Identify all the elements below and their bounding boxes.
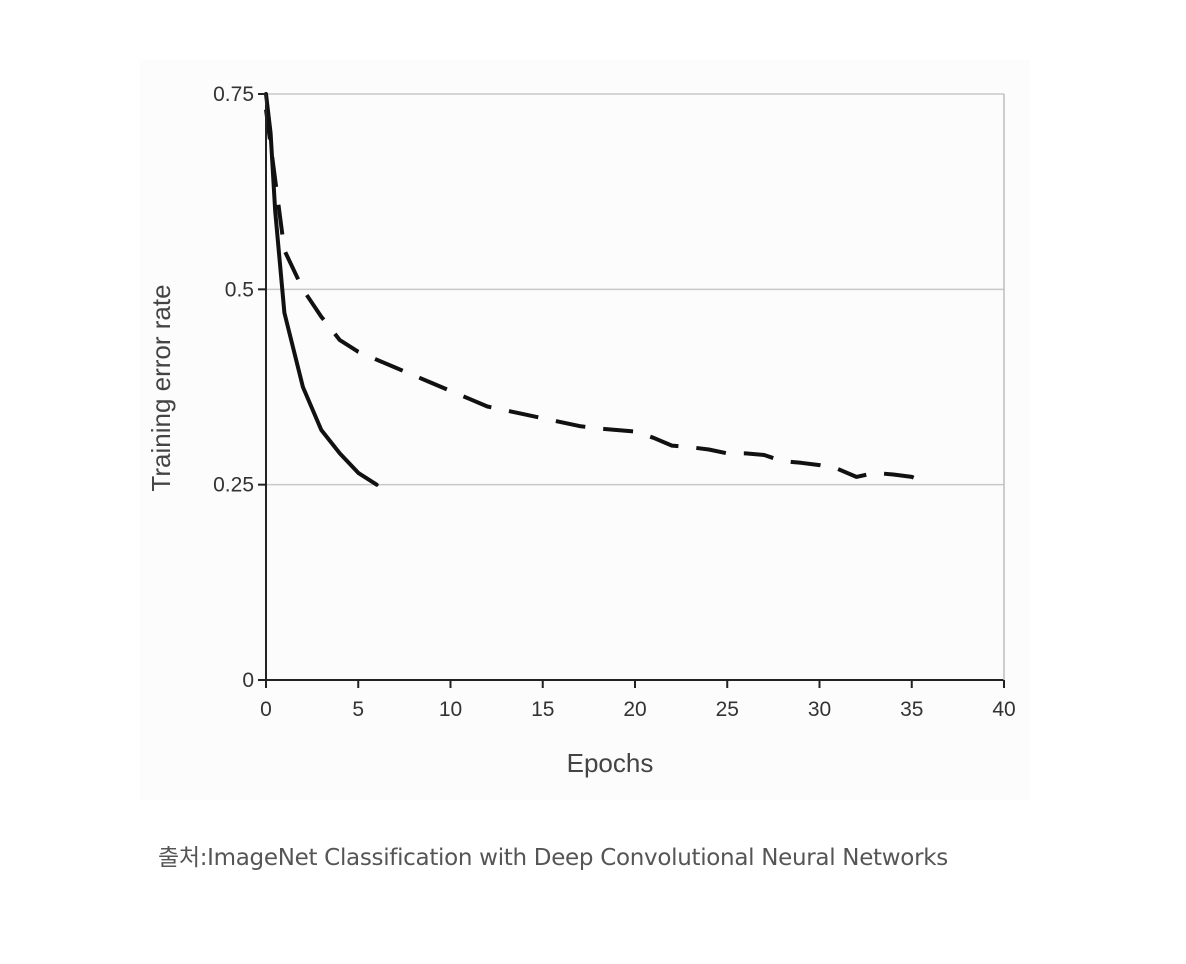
x-tick-label: 35 bbox=[900, 698, 923, 721]
x-tick-label: 15 bbox=[531, 698, 554, 721]
source-caption: 출처:ImageNet Classification with Deep Con… bbox=[158, 845, 948, 871]
y-axis-title: Training error rate bbox=[146, 284, 176, 491]
x-tick-label: 20 bbox=[623, 698, 646, 721]
x-tick-label: 40 bbox=[992, 698, 1015, 721]
dashed-series-line bbox=[264, 109, 931, 487]
tick-labels: 0 0.25 0.5 0.75 0 5 10 15 20 25 30 35 40 bbox=[213, 83, 1016, 721]
axes bbox=[258, 93, 1005, 688]
chart-panel: 0 0.25 0.5 0.75 0 5 10 15 20 25 30 35 40 Epochs Trai… bbox=[140, 60, 1030, 800]
x-tick-label: 0 bbox=[260, 698, 272, 721]
x-axis-title: Epochs bbox=[567, 748, 654, 778]
x-tick-label: 30 bbox=[808, 698, 831, 721]
y-tick-label: 0.75 bbox=[213, 83, 254, 106]
line-chart: 0 0.25 0.5 0.75 0 5 10 15 20 25 30 35 40 Epochs Trai… bbox=[146, 83, 1016, 778]
x-tick-label: 25 bbox=[716, 698, 739, 721]
x-tick-label: 10 bbox=[439, 698, 462, 721]
y-tick-label: 0 bbox=[242, 669, 254, 692]
grid-lines bbox=[266, 93, 1004, 486]
series-lines bbox=[264, 92, 931, 487]
x-tick-label: 5 bbox=[352, 698, 364, 721]
y-tick-label: 0.5 bbox=[225, 278, 254, 301]
y-tick-label: 0.25 bbox=[213, 474, 254, 497]
